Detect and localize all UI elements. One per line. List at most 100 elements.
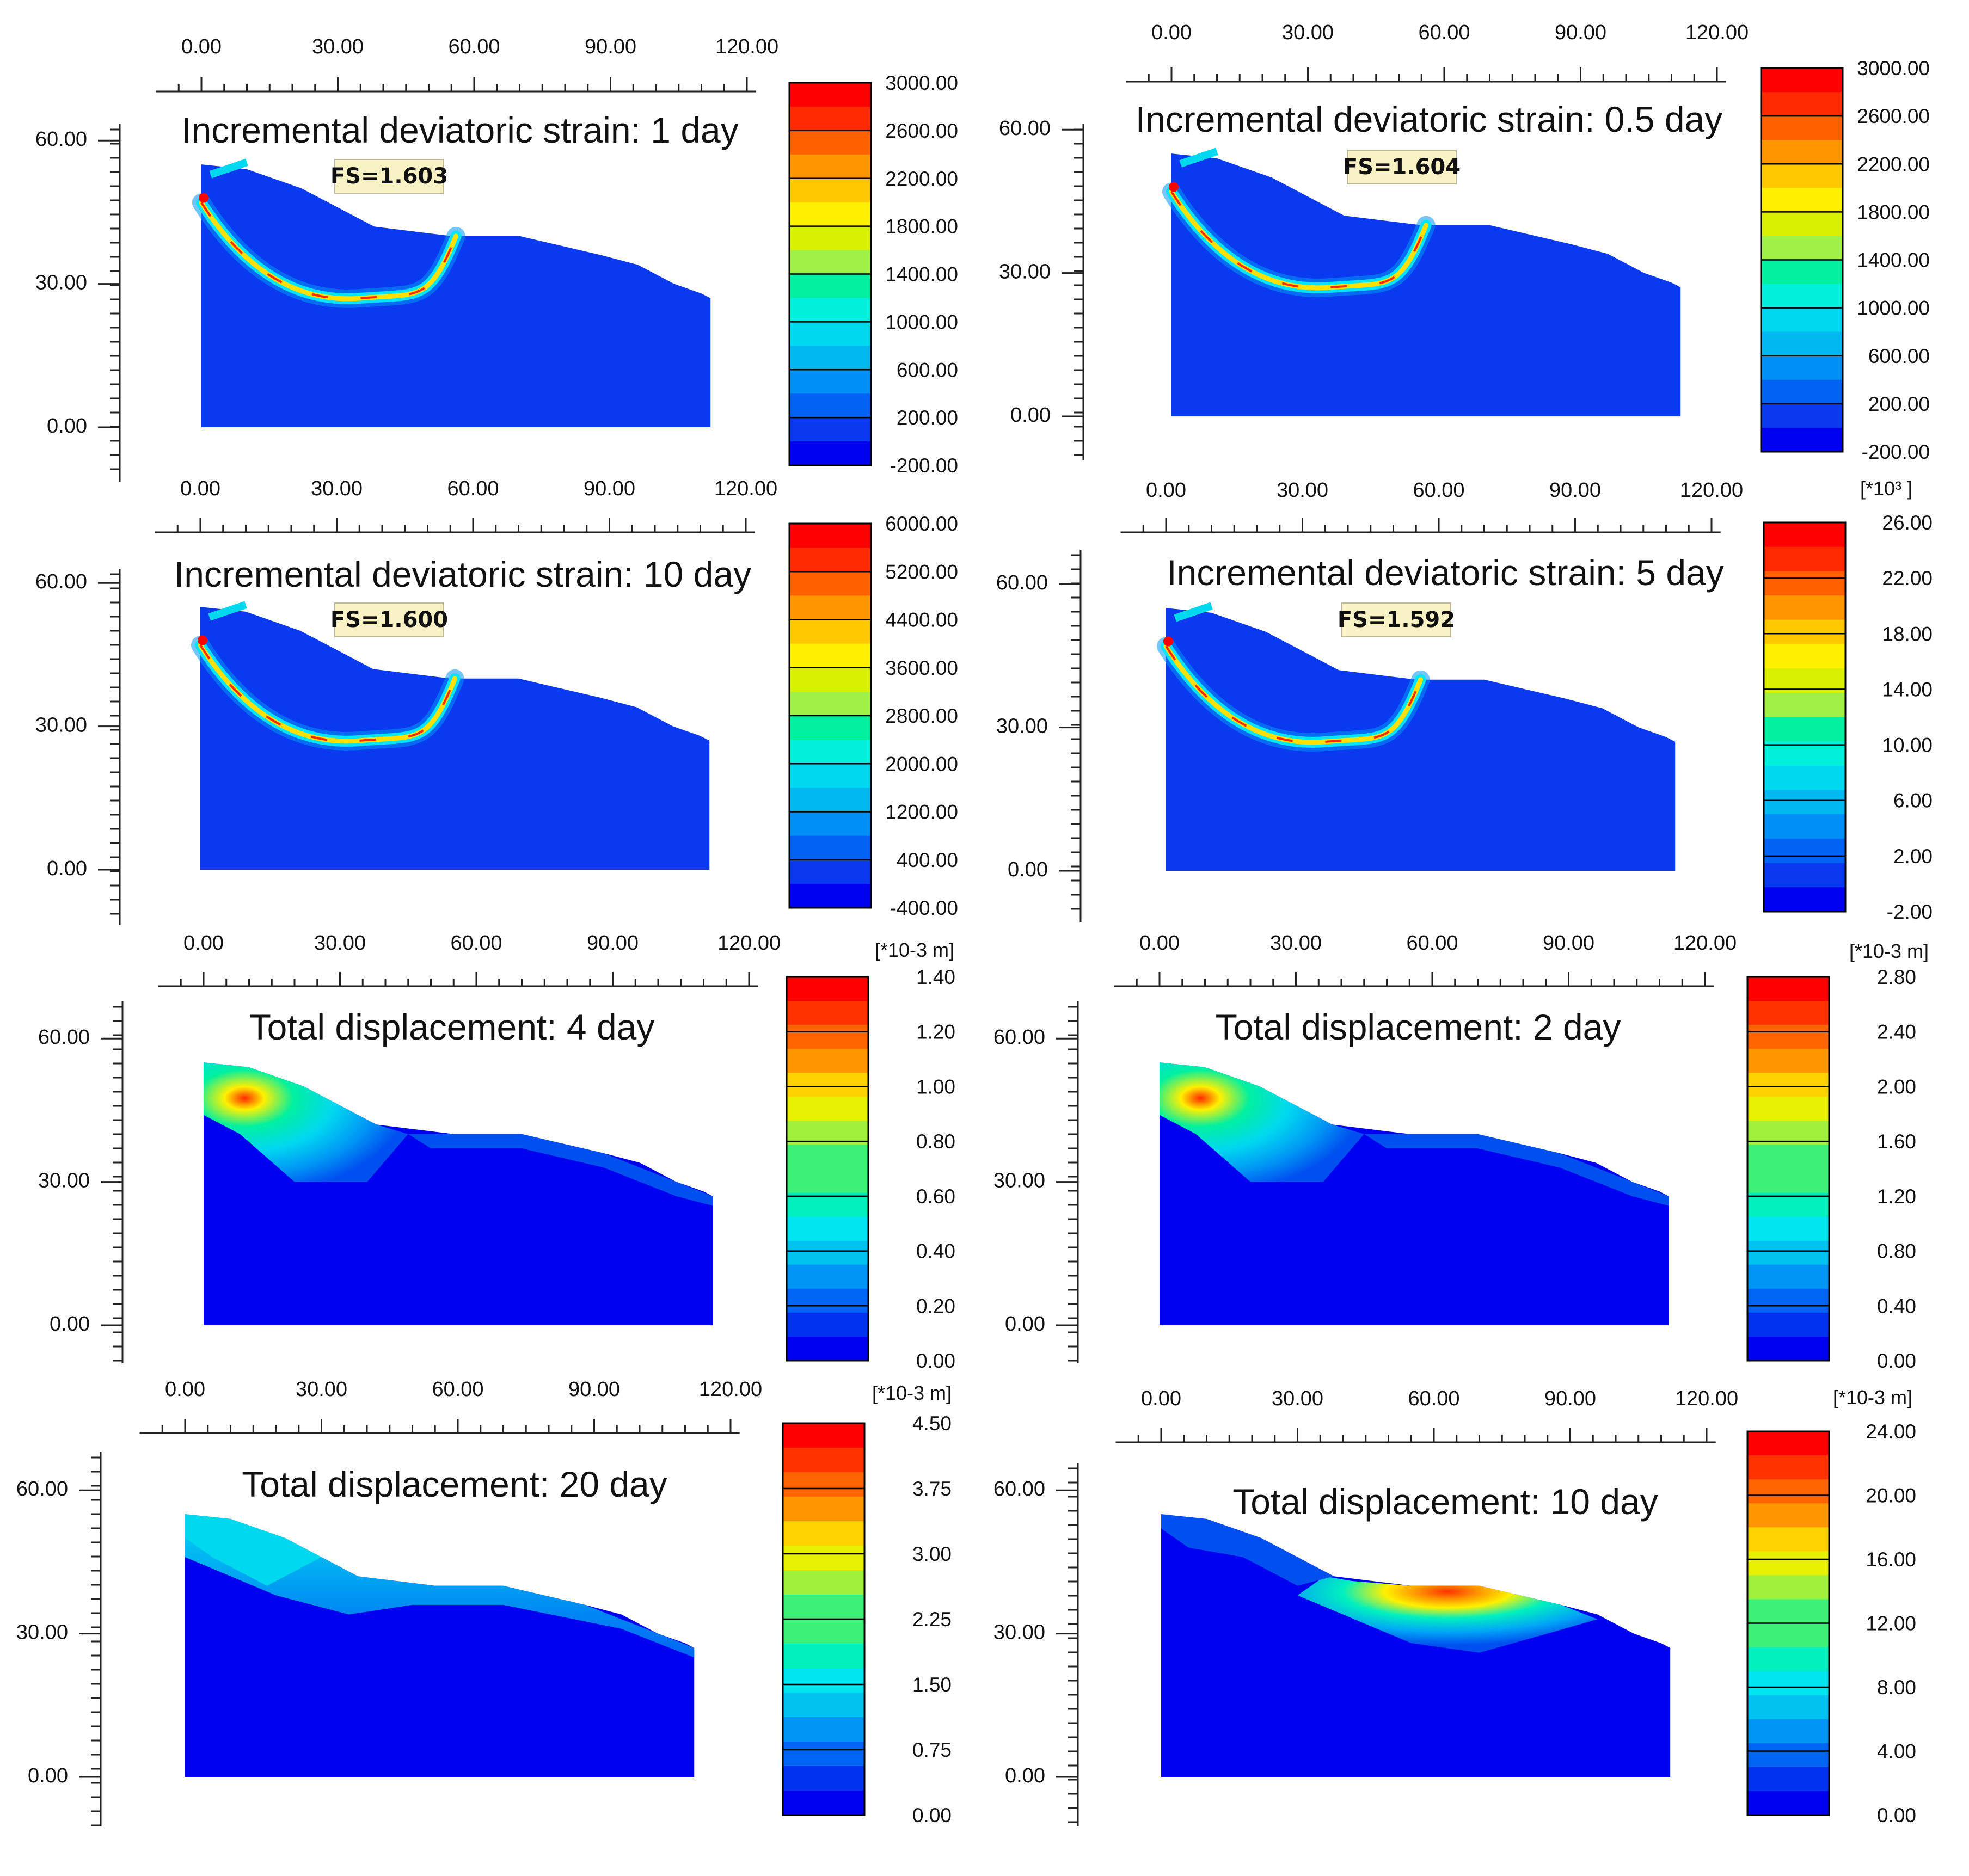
slope-body bbox=[201, 164, 711, 427]
legend-swatch bbox=[789, 716, 871, 740]
legend-value: 8.00 bbox=[1877, 1676, 1916, 1699]
legend-swatch bbox=[1761, 260, 1843, 285]
legend-swatch bbox=[1761, 140, 1843, 164]
crest-crack bbox=[1174, 602, 1213, 622]
legend-swatch bbox=[787, 1025, 868, 1049]
crest-peak bbox=[199, 193, 208, 203]
legend-swatch bbox=[787, 977, 868, 1001]
legend-value: 1000.00 bbox=[885, 311, 958, 333]
legend-swatch bbox=[789, 764, 871, 788]
x-tick-label: 90.00 bbox=[1543, 932, 1594, 955]
legend-value: 600.00 bbox=[1868, 345, 1930, 367]
legend-swatch bbox=[1761, 427, 1843, 452]
legend-swatch bbox=[1747, 977, 1829, 1001]
fs-label: FS=1.600 bbox=[330, 607, 448, 632]
x-tick-label: 120.00 bbox=[715, 35, 778, 58]
legend-swatch bbox=[783, 1570, 864, 1595]
legend-swatch bbox=[789, 691, 871, 716]
x-tick-label: 120.00 bbox=[1680, 479, 1743, 502]
legend-value: 2600.00 bbox=[885, 120, 958, 142]
legend-value: 1200.00 bbox=[885, 801, 958, 823]
fs-label: FS=1.603 bbox=[330, 164, 448, 189]
slope-body bbox=[1166, 608, 1676, 871]
x-tick-label: 0.00 bbox=[183, 932, 224, 955]
crest-displacement-zone bbox=[185, 1514, 322, 1586]
x-tick-label: 0.00 bbox=[181, 35, 222, 58]
legend-value: 24.00 bbox=[1866, 1420, 1916, 1443]
legend-value: 2.00 bbox=[1893, 845, 1933, 868]
legend-swatch bbox=[1747, 1073, 1829, 1097]
legend-value: 0.75 bbox=[912, 1739, 952, 1761]
legend-value: 0.00 bbox=[1877, 1350, 1916, 1372]
crest-crack bbox=[209, 158, 248, 179]
legend-swatch bbox=[1761, 307, 1843, 333]
legend-swatch bbox=[1761, 284, 1843, 309]
legend-value: 20.00 bbox=[1866, 1485, 1916, 1507]
legend-value: 1800.00 bbox=[885, 216, 958, 238]
legend-swatch bbox=[787, 1097, 868, 1121]
legend-swatch bbox=[789, 322, 871, 346]
x-tick-label: 60.00 bbox=[1418, 21, 1470, 44]
legend-value: 2600.00 bbox=[1857, 105, 1930, 127]
legend-swatch bbox=[789, 154, 871, 179]
legend-swatch bbox=[1764, 644, 1845, 669]
legend-swatch bbox=[789, 571, 871, 596]
legend-value: 0.40 bbox=[1877, 1295, 1916, 1317]
legend-swatch bbox=[789, 619, 871, 644]
legend-value: 2.40 bbox=[1877, 1021, 1916, 1043]
x-tick-label: 0.00 bbox=[1146, 479, 1186, 502]
legend-value: 1.00 bbox=[916, 1075, 955, 1098]
legend-swatch bbox=[1764, 838, 1845, 864]
legend-swatch bbox=[1747, 1025, 1829, 1049]
legend-swatch bbox=[789, 740, 871, 764]
legend-value: 6.00 bbox=[1893, 790, 1933, 812]
legend-swatch bbox=[1747, 1145, 1829, 1169]
y-tick-label: 0.00 bbox=[28, 1764, 68, 1787]
y-tick-label: 60.00 bbox=[38, 1026, 90, 1049]
x-tick-label: 30.00 bbox=[1282, 21, 1334, 44]
legend-value: 5200.00 bbox=[885, 561, 958, 583]
legend-swatch bbox=[1747, 1455, 1829, 1480]
x-tick-label: 60.00 bbox=[448, 35, 500, 58]
crest-peak bbox=[1163, 636, 1173, 647]
legend-swatch bbox=[789, 788, 871, 812]
legend-swatch bbox=[789, 346, 871, 370]
legend-swatch bbox=[1747, 1695, 1829, 1720]
legend-value: -200.00 bbox=[890, 454, 959, 477]
legend-swatch bbox=[787, 1168, 868, 1194]
y-tick-label: 0.00 bbox=[50, 1313, 90, 1336]
y-tick-label: 0.00 bbox=[1005, 1764, 1045, 1787]
y-tick-label: 30.00 bbox=[16, 1621, 68, 1644]
crest-crack bbox=[1179, 147, 1218, 168]
x-tick-label: 60.00 bbox=[450, 932, 502, 955]
chart-panel-1: 0.00 30.00 60.00 90.00 120.00 60.00 30.00 0.00 I… bbox=[35, 35, 958, 482]
x-tick-label: 0.00 bbox=[1151, 21, 1192, 44]
legend-swatch bbox=[789, 417, 871, 442]
legend-value: 2200.00 bbox=[1857, 153, 1930, 175]
legend-swatch bbox=[789, 595, 871, 620]
legend-swatch bbox=[1747, 1503, 1829, 1528]
x-tick-label: 90.00 bbox=[568, 1378, 620, 1401]
x-tick-label: 30.00 bbox=[314, 932, 366, 955]
legend-value: 3000.00 bbox=[1857, 57, 1930, 79]
slip-band-mid bbox=[199, 200, 459, 302]
legend-swatch bbox=[1747, 1336, 1829, 1361]
crest-crack bbox=[208, 601, 247, 621]
chart-panel-6: 0.00 30.00 60.00 90.00 120.00 60.00 30.00 0.00 T… bbox=[993, 932, 1916, 1408]
legend-value: 1.20 bbox=[916, 1021, 955, 1043]
legend-swatch bbox=[1747, 1575, 1829, 1600]
legend-swatch bbox=[1761, 164, 1843, 188]
y-tick-label: 30.00 bbox=[38, 1170, 90, 1192]
legend-value: 600.00 bbox=[897, 359, 958, 381]
legend-swatch bbox=[1761, 212, 1843, 236]
legend-value: 200.00 bbox=[897, 407, 958, 429]
x-tick-label: 90.00 bbox=[1555, 21, 1606, 44]
legend-swatch bbox=[789, 811, 871, 836]
legend-value: 2000.00 bbox=[885, 753, 958, 775]
x-tick-label: 90.00 bbox=[584, 477, 635, 500]
x-tick-label: 0.00 bbox=[180, 477, 220, 500]
chart-panel-3: 0.00 30.00 60.00 90.00 120.00 60.00 30.00 0.00 I… bbox=[35, 477, 958, 961]
legend-swatch bbox=[789, 202, 871, 227]
legend-swatch bbox=[1761, 403, 1843, 428]
legend-value: 1400.00 bbox=[1857, 249, 1930, 272]
